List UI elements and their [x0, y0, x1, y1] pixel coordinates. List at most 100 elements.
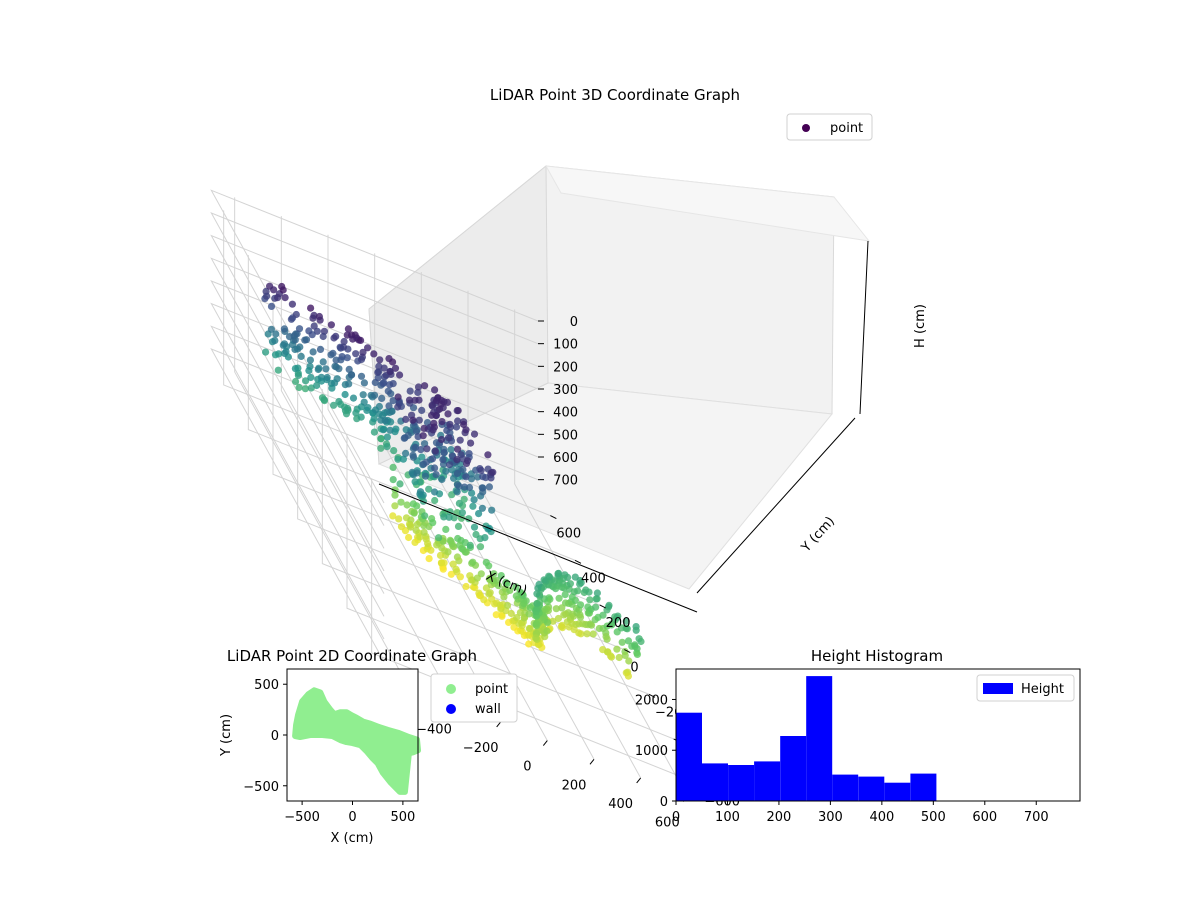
x-tick-label-histogram: 300	[818, 810, 843, 825]
lidar-point-3d	[453, 481, 462, 489]
pane-left-yz	[368, 164, 549, 465]
legend-histogram-box	[976, 674, 1075, 702]
lidar-point-3d	[428, 411, 436, 419]
lidar-point-3d	[376, 356, 384, 364]
lidar-point-3d	[429, 519, 437, 527]
lidar-point-3d	[263, 292, 271, 300]
histogram-bar	[728, 765, 755, 801]
lidar-point-3d	[583, 630, 591, 638]
lidar-point-3d	[593, 595, 601, 603]
lidar-point-3d	[401, 527, 410, 535]
lidar-point-3d	[270, 286, 278, 294]
lidar-point-3d	[520, 614, 528, 622]
lidar-point-3d	[348, 371, 356, 379]
grid-line-y	[371, 478, 699, 785]
lidar-point-3d	[271, 351, 280, 359]
lidar-point-3d	[357, 372, 366, 380]
lidar-point-3d	[532, 620, 540, 628]
lidar-point-3d	[534, 584, 542, 592]
lidar-point-3d	[389, 380, 397, 388]
lidar-point-3d	[585, 588, 593, 596]
lidar-point-3d	[587, 621, 596, 629]
x-tick-label-histogram: 100	[715, 810, 740, 825]
lidar-point-3d	[437, 559, 446, 567]
lidar-point-3d	[410, 509, 418, 517]
lidar-point-3d	[307, 304, 315, 312]
lidar-point-3d	[295, 383, 303, 392]
lidar-point-3d	[518, 627, 526, 636]
lidar-point-3d	[389, 476, 397, 484]
lidar-point-3d	[359, 348, 367, 356]
lidar-point-3d	[330, 401, 338, 409]
lidar-point-3d	[280, 325, 288, 333]
lidar-point-3d	[335, 365, 343, 373]
x-tick-label-histogram: 400	[869, 810, 894, 825]
lidar-point-3d	[411, 538, 419, 547]
y-tick-label-2d: 500	[254, 678, 279, 693]
x-tick-label-histogram: 700	[1024, 810, 1049, 825]
lidar-point-3d	[405, 533, 413, 542]
lidar-point-3d	[445, 513, 453, 521]
lidar-point-3d	[391, 364, 400, 372]
y-tick-mark	[624, 649, 631, 654]
lidar-point-3d	[435, 405, 444, 413]
lidar-point-3d	[421, 382, 429, 390]
lidar-point-3d	[328, 384, 336, 392]
lidar-point-3d	[363, 406, 371, 414]
lidar-point-3d	[421, 512, 429, 520]
y-tick-mark	[599, 604, 606, 609]
y-axis-label: Y (cm)	[798, 514, 838, 556]
lidar-point-3d	[431, 496, 439, 505]
lidar-point-3d	[520, 600, 528, 608]
lidar-point-3d	[560, 611, 568, 619]
lidar-point-3d	[589, 630, 597, 638]
lidar-point-3d	[443, 398, 452, 406]
lidar-point-3d	[459, 465, 467, 474]
lidar-point-3d	[320, 396, 328, 404]
lidar-point-3d	[503, 579, 511, 588]
point-scatter-2d	[292, 687, 421, 795]
lidar-point-3d	[385, 402, 393, 410]
lidar-point-3d	[402, 415, 410, 423]
lidar-point-3d	[357, 336, 365, 344]
h-tick-label: 600	[553, 451, 578, 466]
legend-2d-wall-label: wall	[475, 702, 501, 717]
lidar-point-3d	[571, 596, 579, 605]
lidar-point-3d	[409, 451, 417, 459]
lidar-point-3d	[424, 539, 432, 548]
legend-3d-label: point	[830, 121, 863, 136]
lidar-point-3d	[327, 321, 335, 329]
h-tick-label: 700	[553, 474, 578, 489]
lidar-point-3d	[402, 449, 410, 457]
lidar-point-3d	[435, 534, 443, 542]
lidar-point-3d	[577, 579, 585, 587]
lidar-point-3d	[381, 417, 389, 425]
lidar-point-3d	[352, 350, 360, 358]
lidar-point-3d	[592, 603, 600, 611]
y-tick-mark	[574, 559, 582, 564]
lidar-point-3d	[453, 488, 461, 496]
lidar-point-3d	[292, 310, 300, 319]
lidar-point-3d	[555, 594, 563, 602]
x-tick-label: 0	[523, 760, 531, 775]
lidar-point-3d	[279, 286, 287, 294]
legend-histogram: Height	[976, 674, 1075, 702]
lidar-point-3d	[394, 393, 402, 401]
lidar-point-3d	[390, 447, 398, 455]
lidar-point-3d	[420, 528, 428, 536]
lidar-point-3d	[316, 345, 325, 353]
lidar-point-3d	[282, 347, 290, 356]
lidar-point-3d	[469, 502, 477, 510]
lidar-point-3d	[437, 435, 446, 444]
lidar-point-3d	[415, 416, 423, 424]
legend-2d: point wall	[430, 673, 518, 723]
lidar-point-3d	[425, 485, 433, 493]
lidar-point-3d	[322, 365, 330, 373]
lidar-point-3d	[274, 294, 282, 302]
lidar-point-3d	[425, 555, 433, 563]
grid-line-y	[272, 299, 600, 606]
lidar-point-3d	[603, 635, 611, 643]
lidar-point-3d	[454, 407, 462, 415]
x-tick-mark	[589, 758, 595, 765]
